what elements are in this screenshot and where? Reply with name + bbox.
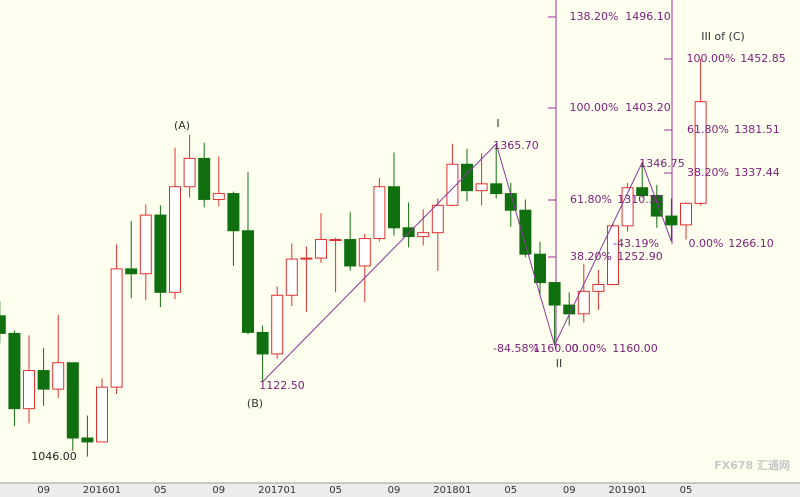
x-tick-label: 09 bbox=[37, 485, 50, 496]
candle-body bbox=[519, 209, 532, 255]
annotation: 38.20% bbox=[687, 166, 729, 179]
candle-body bbox=[329, 239, 342, 242]
annotation: 138.20% bbox=[570, 10, 619, 23]
candle-body bbox=[402, 227, 415, 238]
annotation: 1337.44 bbox=[734, 166, 780, 179]
x-tick-label: 201701 bbox=[258, 485, 296, 496]
x-tick-label: 05 bbox=[504, 485, 517, 496]
candle-body bbox=[373, 186, 386, 240]
annotation: 1160.00 bbox=[533, 342, 579, 355]
annotation: -43.19% bbox=[613, 237, 659, 250]
candle-body bbox=[548, 282, 561, 306]
annotation: 1266.10 bbox=[728, 237, 774, 250]
candle-body bbox=[417, 232, 430, 238]
annotation: 38.20% bbox=[570, 250, 612, 263]
annotation: 61.80% bbox=[570, 193, 612, 206]
x-tick-label: 05 bbox=[680, 485, 693, 496]
annotation: 1346.75 bbox=[639, 157, 685, 170]
candle-body bbox=[96, 386, 108, 443]
annotation: 100.00% bbox=[570, 101, 619, 114]
candle-body bbox=[300, 257, 313, 260]
candle-body bbox=[446, 163, 459, 206]
annotation: 61.80% bbox=[687, 123, 729, 136]
candle-body bbox=[256, 331, 269, 355]
candle-body bbox=[694, 101, 707, 204]
candle-body bbox=[358, 238, 371, 267]
candle-body bbox=[8, 332, 21, 410]
candle-body bbox=[636, 187, 649, 197]
candle-body bbox=[490, 183, 503, 195]
x-tick-label: 05 bbox=[154, 485, 167, 496]
x-axis-band bbox=[0, 483, 800, 497]
annotation: 1365.70 bbox=[493, 139, 539, 152]
candle-body bbox=[0, 315, 6, 334]
candle-body bbox=[650, 195, 663, 217]
x-tick-label: 201901 bbox=[609, 485, 647, 496]
candle-body bbox=[23, 370, 35, 410]
candle-body bbox=[461, 163, 473, 192]
candle-body bbox=[198, 157, 211, 200]
x-tick-label: 09 bbox=[563, 485, 576, 496]
x-tick-label: 09 bbox=[388, 485, 401, 496]
annotation: -84.58% bbox=[493, 342, 539, 355]
x-tick-label: 201801 bbox=[433, 485, 471, 496]
candle-body bbox=[665, 215, 678, 226]
annotation: (A) bbox=[174, 119, 190, 132]
candle-body bbox=[534, 253, 546, 284]
candle-body bbox=[66, 362, 79, 439]
x-tick-label: 09 bbox=[212, 485, 225, 496]
annotation: I bbox=[496, 117, 499, 130]
annotation: (B) bbox=[247, 397, 263, 410]
candle-body bbox=[37, 370, 50, 390]
candle-body bbox=[169, 186, 181, 293]
watermark: FX678 汇通网 bbox=[714, 459, 790, 472]
candle-body bbox=[125, 268, 138, 275]
annotation: 1452.85 bbox=[740, 52, 786, 65]
annotation: III of (C) bbox=[701, 30, 745, 43]
candle-body bbox=[81, 437, 94, 443]
wave-line bbox=[262, 143, 672, 383]
annotation: 1046.00 bbox=[31, 450, 77, 463]
annotation: 0.00% bbox=[572, 342, 607, 355]
candle-body bbox=[139, 214, 152, 275]
candle-body bbox=[285, 258, 298, 296]
candle-body bbox=[344, 239, 357, 267]
candle-body bbox=[431, 204, 444, 234]
candle-body bbox=[680, 202, 692, 226]
candle-body bbox=[592, 284, 605, 292]
candle-body bbox=[154, 214, 167, 293]
candle-body bbox=[227, 193, 240, 232]
annotation: 100.00% bbox=[687, 52, 736, 65]
candle-body bbox=[271, 294, 284, 355]
candle-body bbox=[475, 183, 488, 192]
x-tick-label: 05 bbox=[329, 485, 342, 496]
candle-body bbox=[52, 362, 65, 390]
annotation: 1252.90 bbox=[617, 250, 663, 263]
annotation: 1496.10 bbox=[625, 10, 671, 23]
annotation: 1122.50 bbox=[259, 379, 305, 392]
annotation: II bbox=[556, 357, 563, 370]
x-tick-label: 201601 bbox=[83, 485, 121, 496]
candle-body bbox=[110, 268, 123, 388]
candle-body bbox=[212, 193, 225, 200]
annotation: 1403.20 bbox=[625, 101, 671, 114]
candle-body bbox=[242, 230, 254, 333]
annotation: 0.00% bbox=[689, 237, 724, 250]
candle-body bbox=[388, 186, 400, 229]
annotation: 1310.30 bbox=[617, 193, 663, 206]
candle-body bbox=[621, 187, 634, 227]
candle-body bbox=[607, 225, 619, 286]
candle-body bbox=[577, 290, 590, 315]
annotation: 1160.00 bbox=[612, 342, 658, 355]
annotation: 1381.51 bbox=[734, 123, 780, 136]
candle-body bbox=[315, 239, 327, 259]
candle-body bbox=[183, 157, 196, 188]
